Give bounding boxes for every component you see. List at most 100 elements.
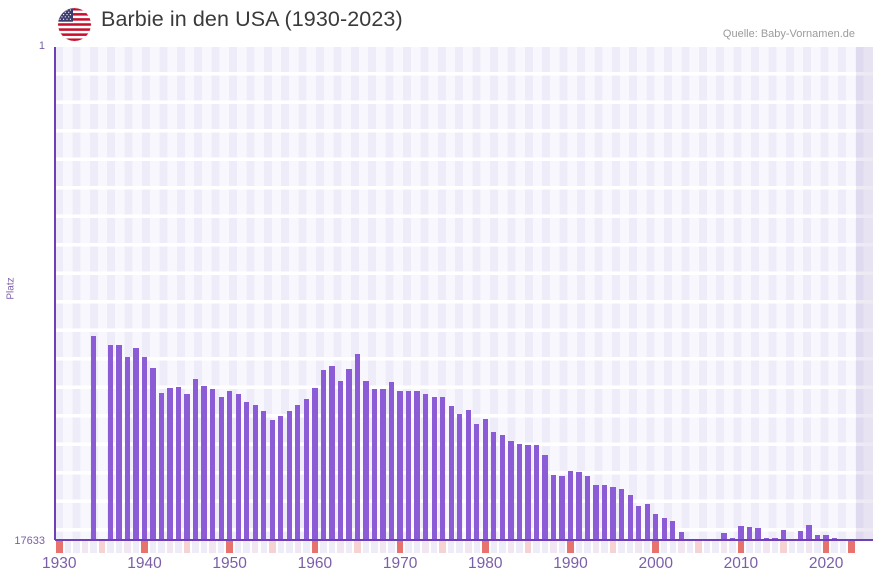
bar[interactable] bbox=[175, 387, 182, 540]
bar[interactable] bbox=[388, 382, 395, 540]
bar[interactable] bbox=[167, 388, 173, 540]
heat-cell bbox=[311, 541, 319, 553]
bar[interactable] bbox=[457, 414, 463, 540]
heat-cell bbox=[64, 541, 72, 553]
bar[interactable] bbox=[601, 485, 608, 540]
bar[interactable] bbox=[542, 455, 548, 540]
bar[interactable] bbox=[312, 388, 318, 540]
bar[interactable] bbox=[627, 495, 633, 540]
heat-cell bbox=[473, 541, 481, 553]
bar[interactable] bbox=[192, 379, 199, 540]
heat-cell bbox=[388, 541, 395, 553]
bar[interactable] bbox=[414, 391, 420, 540]
bar[interactable] bbox=[550, 475, 557, 540]
bar[interactable] bbox=[405, 391, 412, 540]
bar[interactable] bbox=[397, 391, 403, 540]
y-axis-label-top: 1 bbox=[38, 40, 45, 52]
bar[interactable] bbox=[235, 394, 241, 540]
bar[interactable] bbox=[780, 530, 787, 540]
heat-cell bbox=[652, 541, 659, 553]
bar[interactable] bbox=[746, 527, 753, 540]
bar[interactable] bbox=[567, 471, 574, 540]
bar[interactable] bbox=[423, 394, 429, 540]
heat-cell bbox=[686, 541, 694, 553]
heat-cell bbox=[712, 541, 719, 553]
bar[interactable] bbox=[644, 504, 650, 540]
bar[interactable] bbox=[797, 531, 804, 540]
bar[interactable] bbox=[346, 369, 352, 540]
bar[interactable] bbox=[158, 393, 165, 540]
heat-cell bbox=[695, 541, 702, 553]
bar[interactable] bbox=[244, 402, 250, 540]
bar[interactable] bbox=[380, 389, 386, 540]
bar[interactable] bbox=[320, 370, 327, 540]
bar[interactable] bbox=[576, 472, 582, 540]
bar[interactable] bbox=[670, 521, 676, 540]
bar[interactable] bbox=[124, 357, 131, 540]
bar[interactable] bbox=[738, 526, 744, 540]
heat-cell bbox=[81, 541, 89, 553]
heat-cell bbox=[396, 541, 404, 553]
bar[interactable] bbox=[252, 405, 258, 540]
heat-cell bbox=[251, 541, 259, 553]
bar[interactable] bbox=[440, 397, 446, 540]
y-axis-line bbox=[54, 47, 56, 540]
bar[interactable] bbox=[593, 485, 599, 540]
bar[interactable] bbox=[584, 476, 591, 540]
bar[interactable] bbox=[150, 368, 156, 540]
bar[interactable] bbox=[269, 420, 275, 540]
bar[interactable] bbox=[661, 518, 667, 540]
bar[interactable] bbox=[184, 394, 190, 540]
bar[interactable] bbox=[286, 411, 292, 540]
bar[interactable] bbox=[533, 445, 540, 540]
bar[interactable] bbox=[636, 506, 642, 540]
bar[interactable] bbox=[491, 432, 497, 540]
bar[interactable] bbox=[133, 348, 139, 540]
bar[interactable] bbox=[354, 354, 361, 540]
bar[interactable] bbox=[465, 410, 471, 540]
bar[interactable] bbox=[823, 535, 829, 540]
bar[interactable] bbox=[337, 381, 344, 540]
bar[interactable] bbox=[261, 411, 267, 540]
bar[interactable] bbox=[618, 489, 625, 540]
bar[interactable] bbox=[218, 397, 224, 540]
bar[interactable] bbox=[363, 381, 369, 540]
bar[interactable] bbox=[371, 389, 378, 540]
year-heat-strip bbox=[55, 541, 873, 553]
bar[interactable] bbox=[806, 525, 812, 540]
bar[interactable] bbox=[482, 419, 488, 540]
bar[interactable] bbox=[116, 345, 122, 540]
bar-series bbox=[55, 47, 873, 540]
bar[interactable] bbox=[678, 532, 684, 540]
bar[interactable] bbox=[508, 441, 514, 540]
bar[interactable] bbox=[329, 366, 335, 540]
heat-cell bbox=[166, 541, 174, 553]
bar[interactable] bbox=[516, 444, 523, 540]
bar[interactable] bbox=[653, 514, 659, 540]
heat-cell bbox=[703, 541, 711, 553]
bar[interactable] bbox=[474, 424, 480, 540]
bar[interactable] bbox=[755, 528, 761, 540]
bar[interactable] bbox=[431, 397, 437, 540]
bar[interactable] bbox=[201, 386, 207, 540]
bar[interactable] bbox=[107, 345, 114, 540]
bar[interactable] bbox=[448, 406, 454, 540]
bar[interactable] bbox=[141, 357, 148, 540]
bar[interactable] bbox=[227, 391, 233, 540]
heat-cell bbox=[115, 541, 123, 553]
bar[interactable] bbox=[610, 487, 616, 540]
bar[interactable] bbox=[559, 476, 565, 540]
bar[interactable] bbox=[814, 535, 821, 540]
bar[interactable] bbox=[295, 405, 301, 540]
bar[interactable] bbox=[209, 389, 216, 540]
heat-cell bbox=[780, 541, 787, 553]
bar[interactable] bbox=[278, 416, 284, 540]
bar[interactable] bbox=[499, 435, 505, 540]
bar[interactable] bbox=[721, 533, 727, 540]
bar[interactable] bbox=[303, 399, 309, 540]
bar[interactable] bbox=[525, 445, 531, 540]
bar[interactable] bbox=[90, 336, 96, 540]
heat-cell bbox=[345, 541, 353, 553]
heat-cell bbox=[499, 541, 506, 553]
